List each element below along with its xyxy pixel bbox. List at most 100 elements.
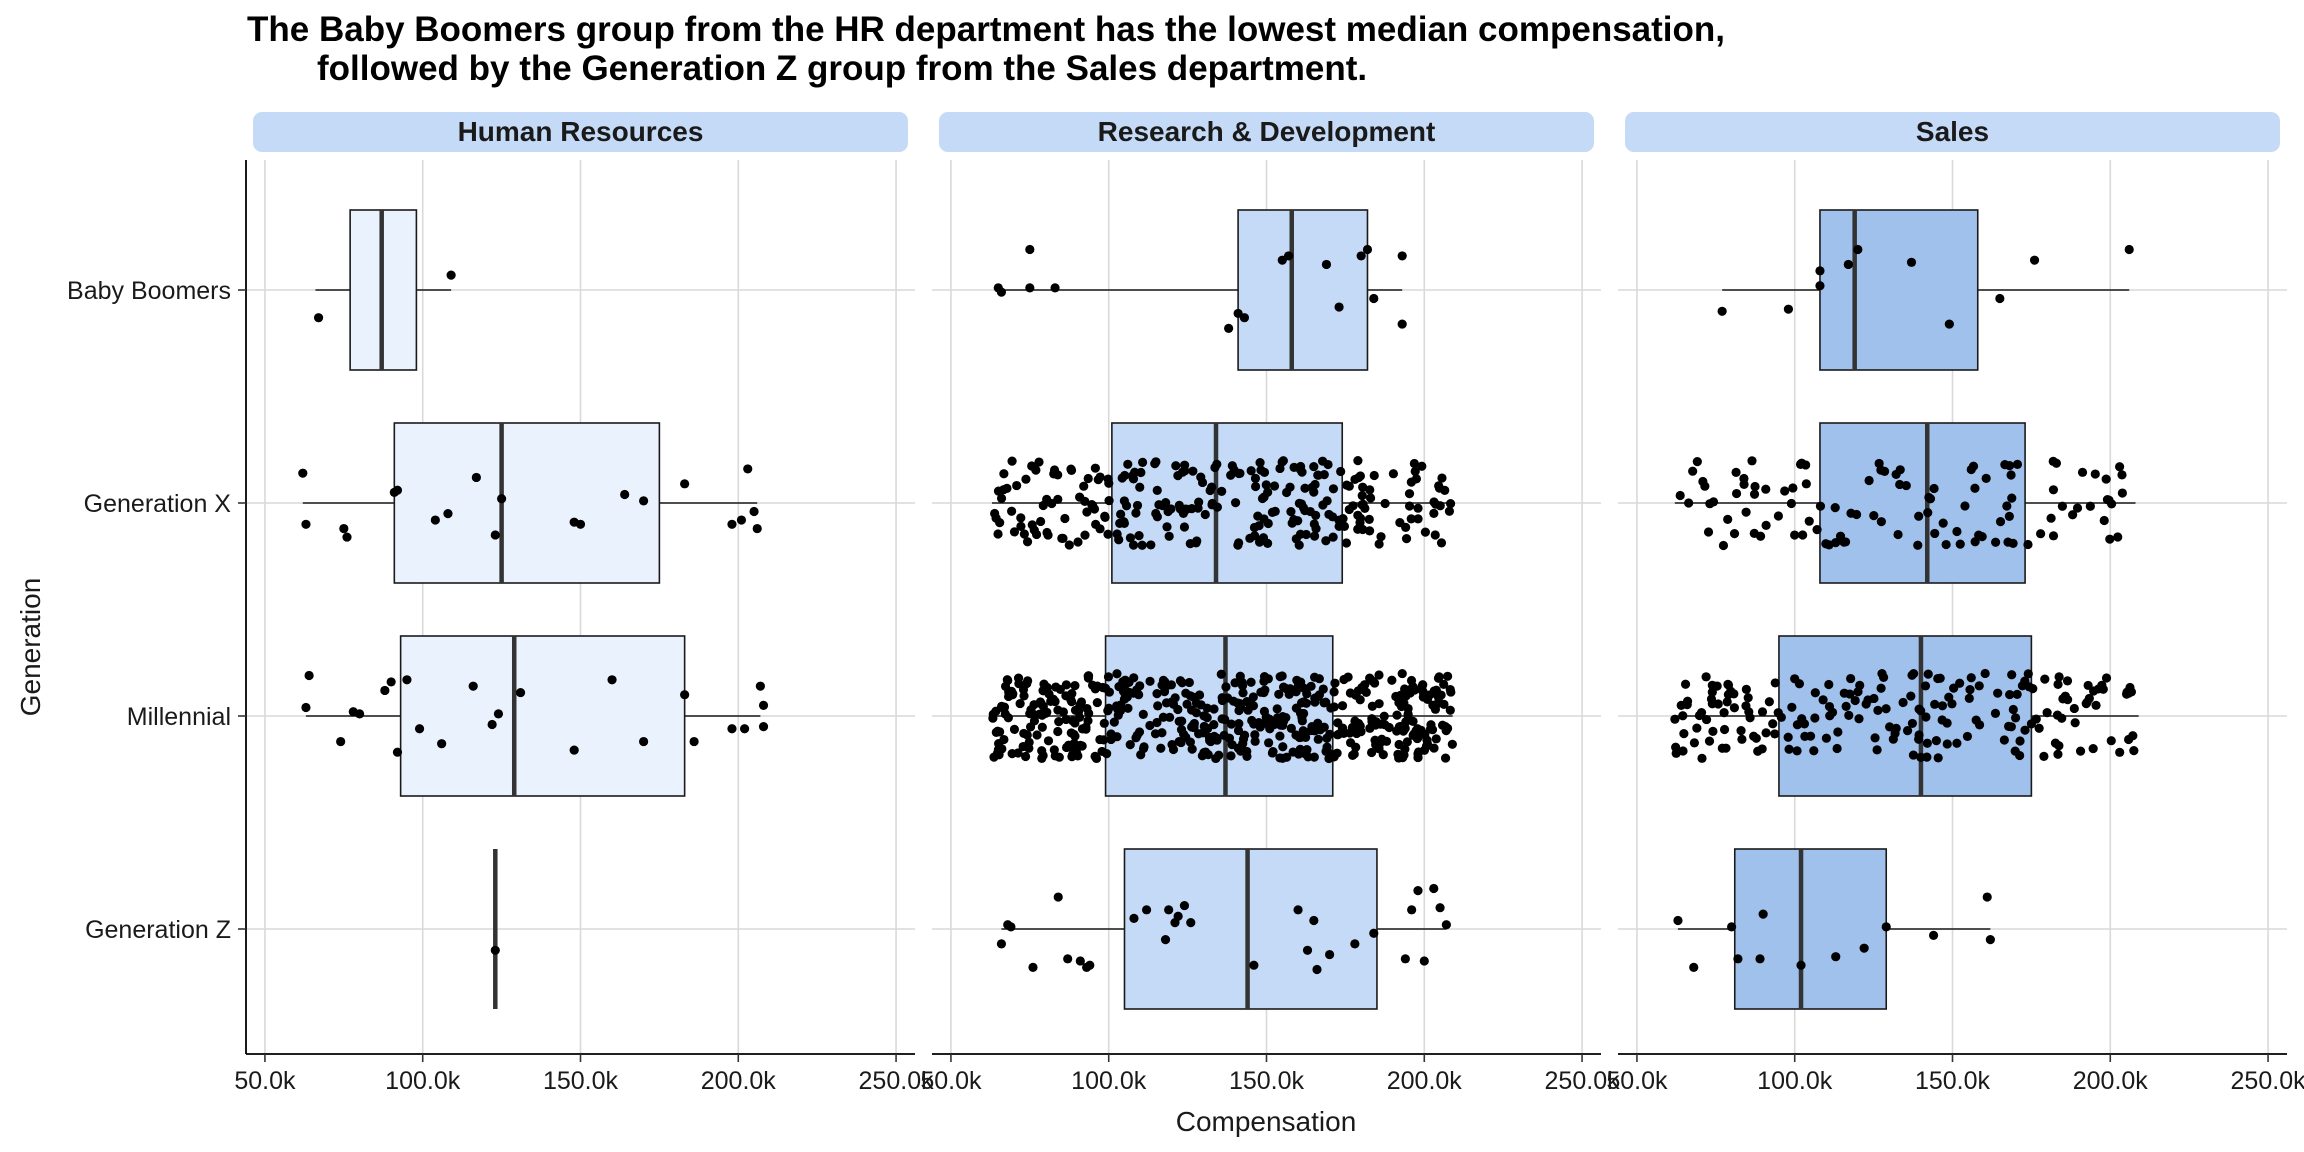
data-point xyxy=(2039,751,2049,761)
data-point xyxy=(1073,537,1083,547)
data-point xyxy=(1209,704,1219,714)
data-point xyxy=(2063,695,2073,705)
data-point xyxy=(1288,747,1298,757)
data-point xyxy=(1942,739,1952,749)
points xyxy=(298,464,762,542)
data-point xyxy=(1212,502,1222,512)
data-point xyxy=(1259,672,1270,682)
data-point xyxy=(1038,701,1048,711)
data-point xyxy=(2075,746,2086,756)
data-point xyxy=(1157,728,1167,738)
data-point xyxy=(996,287,1007,297)
data-point xyxy=(1358,524,1368,535)
data-point xyxy=(1960,501,1970,511)
data-point xyxy=(569,745,579,755)
data-point xyxy=(1933,753,1943,763)
data-point xyxy=(1876,465,1886,475)
data-point xyxy=(1158,712,1168,722)
box-group xyxy=(301,635,769,797)
data-point xyxy=(2099,515,2109,526)
data-point xyxy=(1339,674,1349,685)
data-point xyxy=(1275,672,1285,682)
data-point xyxy=(443,509,453,519)
data-point xyxy=(1729,529,1740,539)
data-point xyxy=(1719,708,1729,718)
data-point xyxy=(355,709,365,719)
y-tick-label: Millennial xyxy=(127,703,231,731)
x-tick-label: 200.0k xyxy=(701,1067,777,1095)
data-point xyxy=(1329,687,1339,697)
data-point xyxy=(1444,506,1455,516)
facet-strip-label: Sales xyxy=(1916,116,1989,147)
data-point xyxy=(1727,922,1737,932)
data-point xyxy=(1365,526,1375,536)
data-point xyxy=(1747,456,1757,466)
data-point xyxy=(392,747,403,757)
data-point xyxy=(1441,726,1451,736)
data-point xyxy=(1876,683,1886,693)
data-point xyxy=(1009,527,1020,537)
data-point xyxy=(1061,691,1071,701)
data-point xyxy=(1338,723,1348,733)
data-point xyxy=(1429,497,1439,507)
data-point xyxy=(1224,323,1234,333)
data-point xyxy=(1413,514,1423,524)
data-point xyxy=(1012,480,1022,491)
data-point xyxy=(2107,499,2117,509)
data-point xyxy=(1741,684,1751,694)
data-point xyxy=(1223,693,1233,703)
data-point xyxy=(1115,706,1126,716)
data-point xyxy=(1788,483,1798,493)
data-point xyxy=(1388,469,1398,479)
data-point xyxy=(446,270,456,280)
data-point xyxy=(1366,747,1377,758)
data-point xyxy=(2036,529,2046,539)
data-point xyxy=(1879,672,1889,683)
data-point xyxy=(1259,492,1269,502)
data-point xyxy=(497,494,507,504)
data-point xyxy=(1358,499,1368,509)
data-point xyxy=(1023,676,1033,686)
data-point xyxy=(2115,747,2125,757)
data-point xyxy=(1425,724,1436,734)
data-point xyxy=(1307,721,1317,732)
data-point xyxy=(1310,479,1320,490)
data-point xyxy=(1430,530,1440,540)
data-point xyxy=(1929,483,1939,494)
data-point xyxy=(1362,244,1373,255)
data-point xyxy=(1930,699,1940,709)
data-point xyxy=(1381,736,1392,746)
data-point xyxy=(1267,748,1278,758)
x-tick-label: 50.0k xyxy=(1606,1067,1668,1095)
data-point xyxy=(1015,698,1025,709)
data-point xyxy=(1115,518,1125,528)
data-point xyxy=(1843,259,1853,270)
data-point xyxy=(2129,746,2139,756)
data-point xyxy=(1445,684,1455,695)
points xyxy=(996,883,1451,975)
data-point xyxy=(1256,465,1266,475)
data-point xyxy=(1758,909,1768,919)
data-point xyxy=(1120,470,1130,481)
data-point xyxy=(1974,720,1985,730)
data-point xyxy=(1136,750,1146,760)
data-point xyxy=(1173,911,1183,921)
data-point xyxy=(1680,679,1691,689)
data-point xyxy=(1050,696,1060,707)
data-point xyxy=(1743,693,1753,703)
data-point xyxy=(1955,539,1965,549)
data-point xyxy=(1916,706,1926,716)
data-point xyxy=(1786,498,1797,509)
data-point xyxy=(1164,531,1174,541)
data-point xyxy=(727,519,737,529)
points xyxy=(1675,456,2127,551)
data-point xyxy=(1908,750,1919,760)
data-point xyxy=(1991,537,2001,547)
data-point xyxy=(1792,720,1803,730)
data-point xyxy=(1103,706,1113,716)
box-group xyxy=(996,848,1451,1010)
data-point xyxy=(1145,676,1155,686)
data-point xyxy=(739,724,750,734)
data-point xyxy=(1379,711,1389,721)
data-point xyxy=(2072,503,2083,513)
